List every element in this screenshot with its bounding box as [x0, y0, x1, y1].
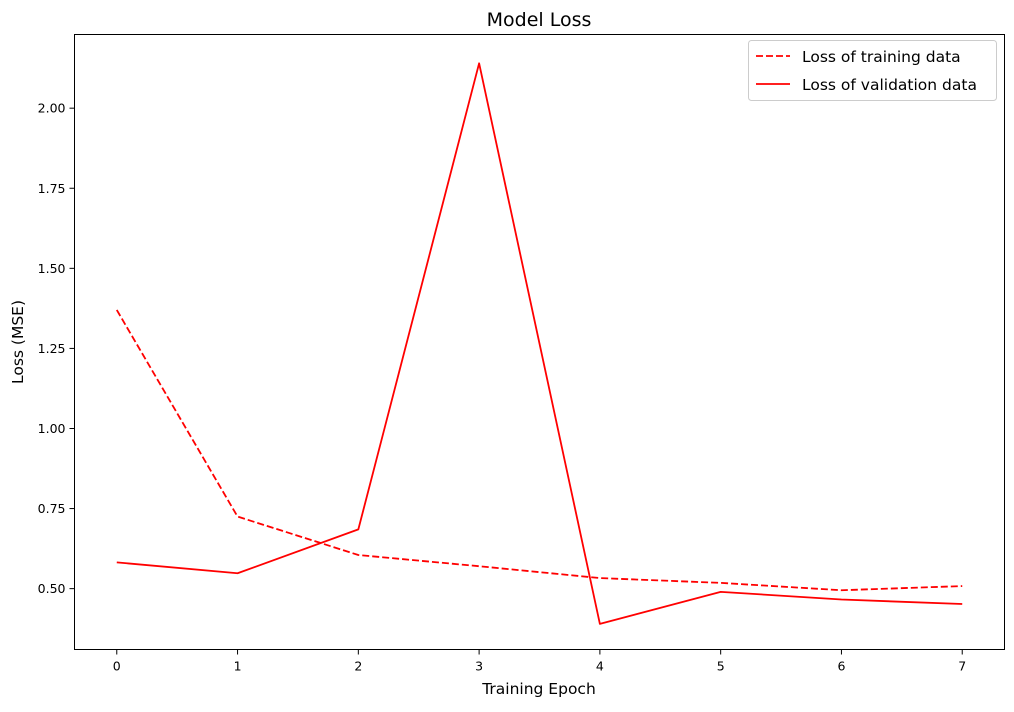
chart-title: Model Loss [487, 9, 592, 31]
legend-box [748, 40, 997, 101]
y-tick-label: 0.75 [38, 501, 66, 516]
legend-label-validation: Loss of validation data [802, 76, 977, 94]
y-tick-label: 1.75 [38, 181, 66, 196]
y-axis: 0.50 0.75 1.00 1.25 1.50 1.75 2.00 [38, 101, 75, 596]
x-axis: 0 1 2 3 4 5 6 7 [113, 649, 966, 674]
x-axis-label: Training Epoch [481, 680, 596, 698]
x-tick-label: 3 [475, 659, 483, 674]
x-tick-label: 4 [596, 659, 604, 674]
y-tick-label: 1.25 [38, 341, 66, 356]
x-tick-label: 5 [717, 659, 725, 674]
y-tick-label: 1.00 [38, 421, 66, 436]
plot-frame [74, 34, 1005, 650]
y-axis-label: Loss (MSE) [9, 300, 27, 384]
y-tick-label: 1.50 [38, 261, 66, 276]
x-tick-label: 2 [354, 659, 362, 674]
plot-area [115, 62, 963, 625]
legend-label-training: Loss of training data [802, 48, 961, 66]
y-tick-label: 2.00 [38, 101, 66, 116]
x-tick-label: 6 [837, 659, 845, 674]
series-line-training [115, 309, 963, 592]
legend: Loss of training data Loss of validation… [748, 40, 997, 101]
x-tick-label: 1 [234, 659, 242, 674]
series-line-validation [116, 62, 963, 625]
x-tick-label: 7 [958, 659, 966, 674]
x-tick-label: 0 [113, 659, 121, 674]
y-tick-label: 0.50 [38, 581, 66, 596]
